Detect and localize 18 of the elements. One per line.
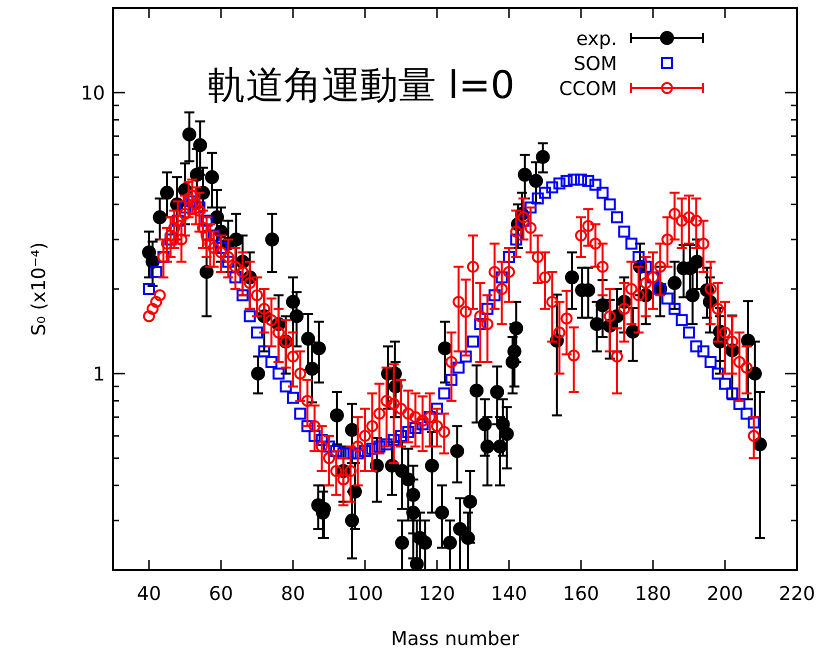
x-tick-label: 80 (280, 583, 306, 605)
x-tick-label: 200 (706, 583, 744, 605)
y-tick-label: 1 (92, 364, 105, 386)
y-axis-title: S₀ (x10⁻⁴) (28, 242, 50, 336)
x-tick-label: 120 (418, 583, 456, 605)
title: 軌道角運動量 l=0 (208, 63, 515, 107)
x-tick-label: 160 (562, 583, 600, 605)
legend-label: exp. (576, 28, 617, 50)
x-tick-label: 220 (778, 583, 816, 605)
x-tick-label: 140 (490, 583, 528, 605)
x-axis-title: Mass number (390, 628, 520, 649)
x-tick-label: 60 (208, 583, 234, 605)
y-tick-label: 10 (80, 82, 105, 105)
x-tick-label: 100 (346, 583, 384, 605)
x-tick-label: 40 (136, 583, 162, 605)
x-tick-label: 180 (634, 583, 672, 605)
legend-label: CCOM (559, 78, 617, 100)
legend-label: SOM (574, 53, 617, 75)
